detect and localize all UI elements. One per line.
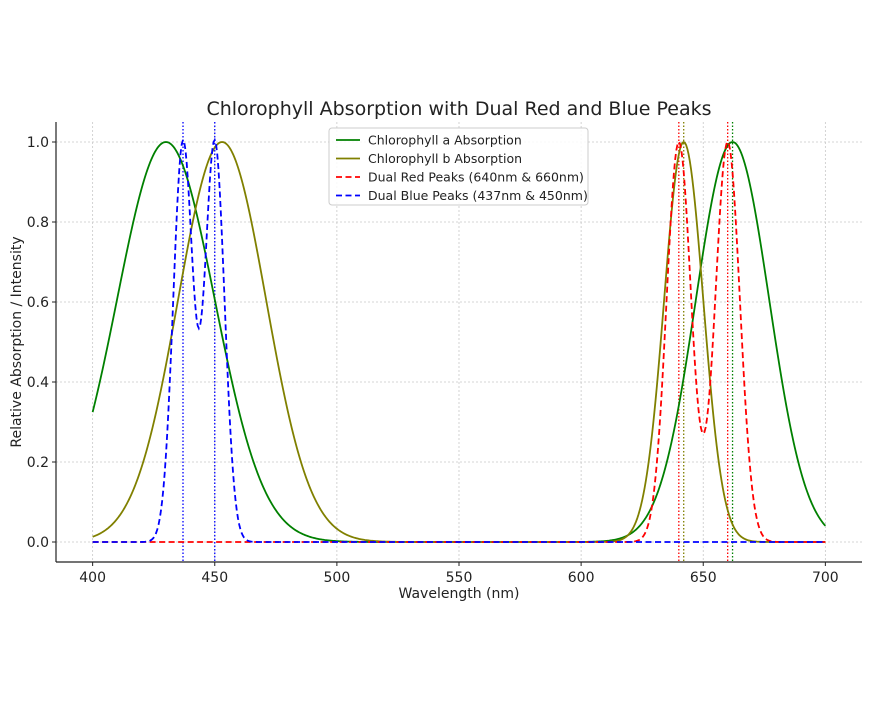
y-tick-label: 0.4 [27,375,49,391]
x-tick-label: 500 [324,570,351,586]
y-tick-label: 0.2 [27,455,49,471]
x-axis-label: Wavelength (nm) [399,586,520,602]
legend-label: Dual Red Peaks (640nm & 660nm) [368,170,584,185]
y-axis-label: Relative Absorption / Intensity [9,236,25,447]
series-line [92,137,826,543]
legend-label: Chlorophyll a Absorption [368,133,522,148]
chart-title: Chlorophyll Absorption with Dual Red and… [206,98,711,120]
legend: Chlorophyll a Absorption Chlorophyll b Ab… [328,127,589,206]
y-tick-label: 0.0 [27,535,49,551]
x-tick-label: 650 [690,570,717,586]
x-tick-label: 600 [568,570,595,586]
legend-label: Dual Blue Peaks (437nm & 450nm) [368,188,588,203]
x-tick-label: 400 [79,570,106,586]
legend-box [328,127,589,206]
y-tick-label: 0.8 [27,215,49,231]
y-tick-label: 1.0 [27,135,49,151]
x-tick-label: 550 [446,570,473,586]
x-tick-label: 700 [812,570,839,586]
series-lines [91,137,827,543]
legend-label: Chlorophyll b Absorption [368,151,522,166]
x-tick-label: 450 [201,570,228,586]
ticks: 400 450 500 550 600 650 700 0.0 0.2 0.4 0.6 0.8 1.0 [27,135,839,586]
y-tick-label: 0.6 [27,295,49,311]
